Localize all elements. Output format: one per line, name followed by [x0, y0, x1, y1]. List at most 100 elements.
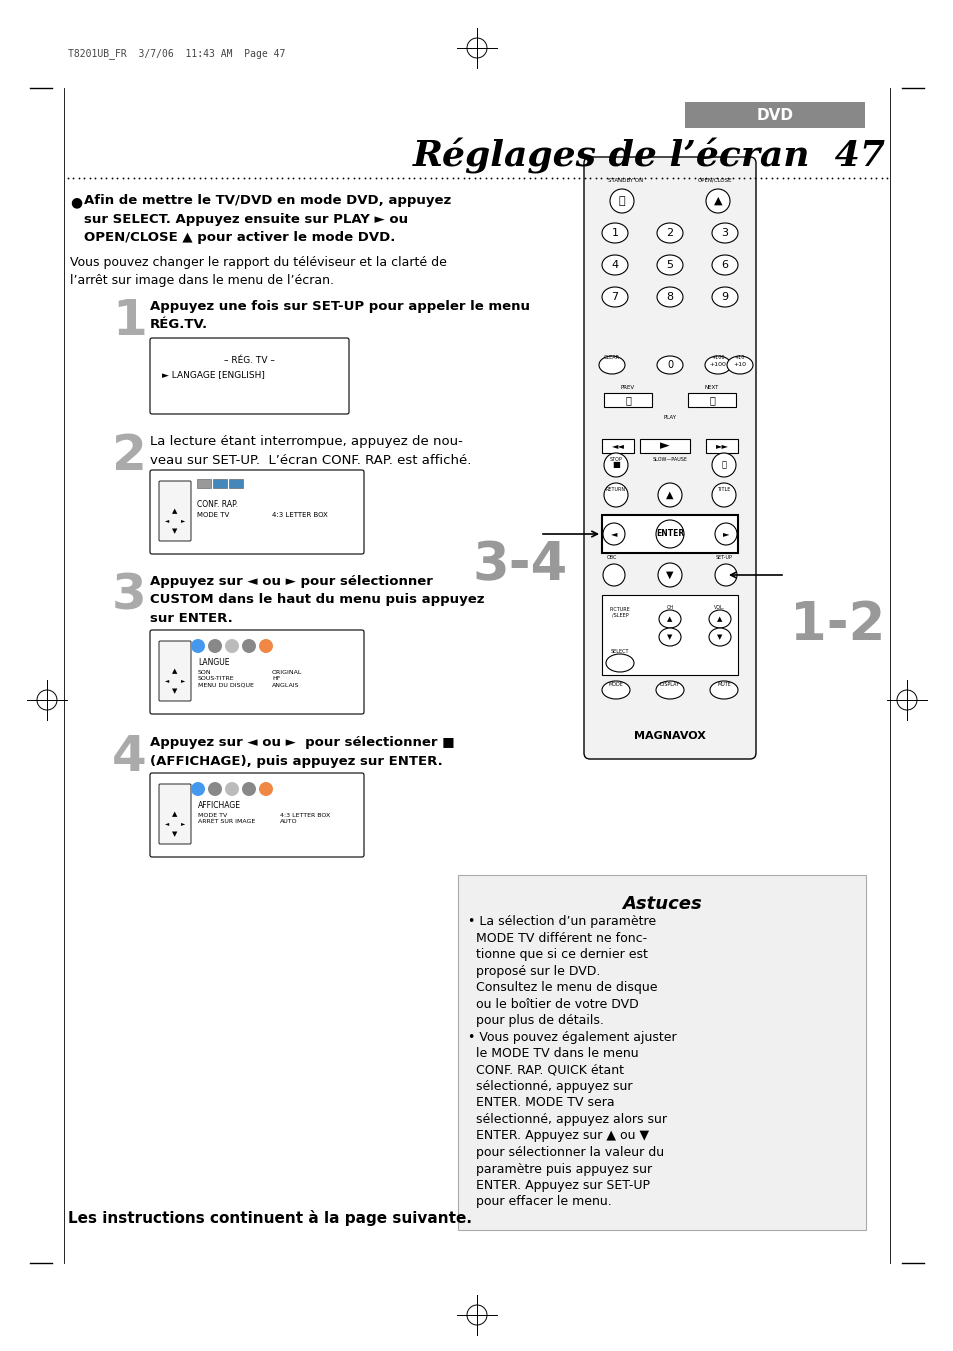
Text: ▲: ▲ — [665, 490, 673, 500]
Text: PLAY: PLAY — [662, 415, 676, 420]
Text: PREV: PREV — [620, 385, 635, 390]
Text: ◄◄: ◄◄ — [611, 442, 624, 450]
Bar — [601, 515, 738, 553]
Text: ▲: ▲ — [713, 196, 721, 205]
Text: Les instructions continuent à la page suivante.: Les instructions continuent à la page su… — [68, 1210, 472, 1225]
Text: 2: 2 — [112, 432, 147, 480]
Text: SELECT: SELECT — [610, 648, 629, 654]
Text: ▲: ▲ — [172, 508, 177, 513]
Text: CLEAR: CLEAR — [603, 355, 619, 359]
Ellipse shape — [657, 357, 682, 374]
Text: Appuyez une fois sur SET-UP pour appeler le menu
RÉG.TV.: Appuyez une fois sur SET-UP pour appeler… — [150, 300, 530, 331]
Text: ◄: ◄ — [610, 530, 617, 539]
Ellipse shape — [602, 563, 624, 586]
Ellipse shape — [601, 681, 629, 698]
Text: 4: 4 — [112, 734, 147, 781]
Text: Réglages de l’écran  47: Réglages de l’écran 47 — [413, 138, 885, 174]
Text: Consultez le menu de disque: Consultez le menu de disque — [468, 981, 657, 994]
Text: STOP: STOP — [609, 457, 621, 462]
Text: ENTER. Appuyez sur SET-UP: ENTER. Appuyez sur SET-UP — [468, 1179, 649, 1192]
Text: CH: CH — [666, 605, 673, 611]
Text: ▼: ▼ — [666, 634, 672, 640]
Text: ►►: ►► — [715, 442, 728, 450]
Text: +100: +100 — [711, 355, 724, 359]
Text: NEXT: NEXT — [704, 385, 719, 390]
Text: 3: 3 — [720, 228, 728, 238]
Text: RETURN: RETURN — [605, 486, 625, 492]
Text: OPEN/CLOSE: OPEN/CLOSE — [697, 178, 731, 182]
Circle shape — [225, 639, 239, 653]
Bar — [687, 393, 735, 407]
Ellipse shape — [658, 484, 681, 507]
Text: sélectionné, appuyez alors sur: sélectionné, appuyez alors sur — [468, 1113, 666, 1125]
Bar — [213, 480, 227, 488]
Text: +100: +100 — [709, 362, 725, 367]
FancyBboxPatch shape — [159, 481, 191, 540]
Text: ▼: ▼ — [172, 831, 177, 838]
Text: – RÉG. TV –: – RÉG. TV – — [224, 357, 274, 365]
FancyBboxPatch shape — [684, 101, 864, 128]
Circle shape — [225, 782, 239, 796]
Bar — [639, 439, 689, 453]
Ellipse shape — [659, 611, 680, 628]
Text: ⏭: ⏭ — [708, 394, 714, 405]
Ellipse shape — [708, 611, 730, 628]
Text: Vous pouvez changer le rapport du téléviseur et la clarté de
l’arrêt sur image d: Vous pouvez changer le rapport du télévi… — [70, 255, 446, 286]
Circle shape — [208, 639, 222, 653]
Text: ■: ■ — [612, 461, 619, 470]
Ellipse shape — [609, 189, 634, 213]
Text: 8: 8 — [666, 292, 673, 303]
FancyBboxPatch shape — [150, 630, 364, 713]
Ellipse shape — [603, 484, 627, 507]
Text: Appuyez sur ◄ ou ►  pour sélectionner ■
(AFFICHAGE), puis appuyez sur ENTER.: Appuyez sur ◄ ou ► pour sélectionner ■ (… — [150, 736, 455, 767]
Text: TITLE: TITLE — [717, 486, 730, 492]
Text: 1-2: 1-2 — [789, 598, 884, 651]
Ellipse shape — [657, 286, 682, 307]
Ellipse shape — [726, 357, 752, 374]
FancyBboxPatch shape — [583, 157, 755, 759]
FancyBboxPatch shape — [457, 875, 865, 1229]
Text: 1: 1 — [112, 297, 147, 345]
Text: ►: ► — [659, 439, 669, 453]
Text: 6: 6 — [720, 259, 728, 270]
Text: ►: ► — [181, 821, 185, 827]
Ellipse shape — [709, 681, 738, 698]
Ellipse shape — [657, 223, 682, 243]
Text: LANGUE: LANGUE — [198, 658, 230, 667]
Ellipse shape — [708, 628, 730, 646]
Circle shape — [191, 639, 205, 653]
Text: ⏸: ⏸ — [720, 461, 726, 470]
Text: SLOW—PAUSE: SLOW—PAUSE — [652, 457, 687, 462]
Circle shape — [208, 782, 222, 796]
Text: ◄: ◄ — [165, 821, 169, 827]
Ellipse shape — [705, 189, 729, 213]
Text: 9: 9 — [720, 292, 728, 303]
Text: ⏻: ⏻ — [618, 196, 624, 205]
Ellipse shape — [714, 523, 737, 544]
Text: Astuces: Astuces — [621, 894, 701, 913]
Ellipse shape — [603, 453, 627, 477]
Ellipse shape — [711, 223, 738, 243]
Text: pour sélectionner la valeur du: pour sélectionner la valeur du — [468, 1146, 663, 1159]
Text: ●: ● — [70, 195, 82, 209]
Text: ou le boîtier de votre DVD: ou le boîtier de votre DVD — [468, 997, 639, 1011]
Text: tionne que si ce dernier est: tionne que si ce dernier est — [468, 948, 647, 961]
Text: ENTER. MODE TV sera: ENTER. MODE TV sera — [468, 1097, 614, 1109]
Text: T8201UB_FR  3/7/06  11:43 AM  Page 47: T8201UB_FR 3/7/06 11:43 AM Page 47 — [68, 49, 285, 59]
Ellipse shape — [657, 255, 682, 276]
Text: ▼: ▼ — [665, 570, 673, 580]
Ellipse shape — [656, 681, 683, 698]
Text: 4: 4 — [611, 259, 618, 270]
Text: ▲: ▲ — [172, 667, 177, 674]
Text: • Vous pouvez également ajuster: • Vous pouvez également ajuster — [468, 1031, 676, 1043]
Ellipse shape — [711, 453, 735, 477]
Ellipse shape — [658, 563, 681, 586]
FancyBboxPatch shape — [150, 773, 364, 857]
Text: +10: +10 — [734, 355, 744, 359]
Bar — [196, 480, 211, 488]
Text: MODE TV: MODE TV — [196, 512, 229, 517]
Text: ▼: ▼ — [172, 528, 177, 534]
Circle shape — [258, 782, 273, 796]
Text: paramètre puis appuyez sur: paramètre puis appuyez sur — [468, 1162, 652, 1175]
Text: ► LANGAGE [ENGLISH]: ► LANGAGE [ENGLISH] — [162, 370, 265, 380]
